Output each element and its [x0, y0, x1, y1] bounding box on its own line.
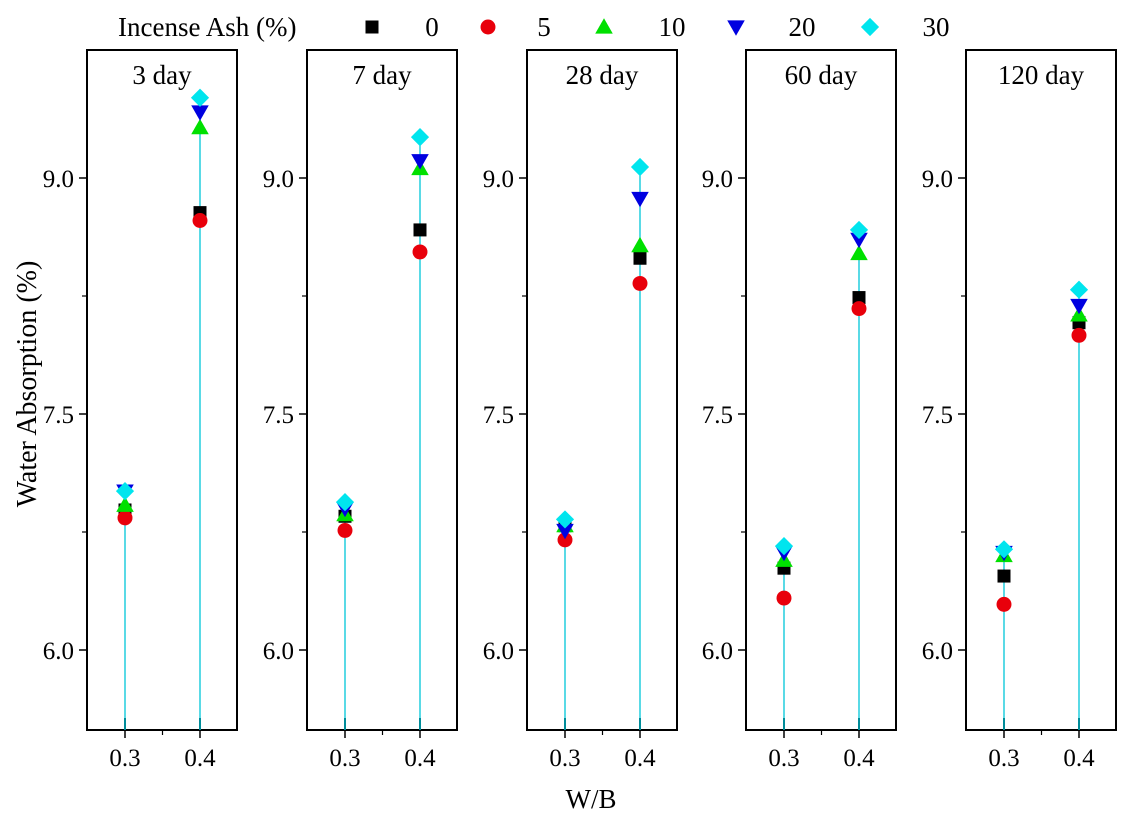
data-point-20	[411, 154, 429, 170]
data-point-30	[190, 88, 210, 107]
data-point-20	[556, 523, 574, 540]
panel-2: 7 day 6.0 7.5 9.0 0.3 0.4	[263, 49, 458, 772]
x-tick-label: 0.4	[404, 745, 436, 772]
data-point-5	[192, 213, 208, 228]
data-point-20	[191, 105, 209, 121]
y-tick-label: 9.0	[263, 166, 294, 193]
data-point-5	[1071, 327, 1087, 343]
panel-3: 28 day 6.0 7.5 9.0 0.3 0.4	[483, 49, 678, 772]
panel-title: 7 day	[352, 60, 412, 90]
y-tick-label: 7.5	[43, 402, 74, 429]
panel-frame	[86, 49, 238, 731]
legend-item-10: 10	[595, 12, 686, 42]
legend-item-5: 5	[480, 12, 551, 42]
data-point-10	[116, 496, 134, 512]
y-tick-label: 9.0	[922, 166, 953, 193]
panel-frame	[526, 49, 678, 731]
y-tick-label: 7.5	[922, 402, 953, 429]
data-point-5	[557, 532, 573, 548]
data-point-5	[996, 596, 1012, 612]
y-tick-label: 6.0	[922, 638, 953, 665]
panel-title: 120 day	[998, 60, 1085, 90]
data-point-30	[410, 127, 430, 147]
x-tick-label: 0.3	[988, 745, 1019, 772]
data-point-5	[851, 301, 867, 317]
data-point-20	[850, 232, 868, 249]
y-tick-label: 7.5	[483, 402, 514, 429]
legend-title: Incense Ash (%)	[118, 12, 296, 42]
data-point-30	[335, 493, 355, 512]
data-point-20	[1070, 298, 1088, 315]
data-point-0	[413, 223, 427, 237]
panels: 3 day 6.0 7.5 9.0 0.3 0.4 7 day 6.0 7.5 9.0 0.3 0.4…	[43, 49, 1117, 772]
x-tick-label: 0.3	[109, 745, 140, 772]
data-point-30	[630, 157, 650, 177]
data-point-5	[337, 522, 353, 538]
legend: Incense Ash (%) 0 5 10 20 30	[118, 12, 950, 42]
y-tick-label: 6.0	[483, 638, 514, 665]
data-point-0	[633, 251, 647, 265]
legend-item-30: 30	[860, 12, 950, 42]
y-tick-label: 7.5	[263, 402, 294, 429]
legend-label-10: 10	[659, 12, 686, 42]
data-point-5	[776, 590, 792, 606]
x-tick-label: 0.3	[549, 745, 580, 772]
legend-marker-10	[595, 18, 613, 34]
legend-label-30: 30	[923, 12, 950, 42]
data-point-30	[774, 537, 794, 556]
y-tick-label: 9.0	[483, 166, 514, 193]
data-point-30	[115, 481, 135, 501]
panel-title: 28 day	[566, 60, 639, 90]
legend-marker-20	[727, 20, 745, 36]
panel-frame	[965, 49, 1117, 731]
data-point-0	[852, 291, 866, 305]
panel-5: 120 day 6.0 7.5 9.0 0.3 0.4	[922, 49, 1117, 772]
panel-1: 3 day 6.0 7.5 9.0 0.3 0.4	[43, 49, 238, 772]
panel-title: 3 day	[132, 60, 192, 90]
x-tick-label: 0.4	[843, 745, 875, 772]
data-point-5	[412, 244, 428, 260]
data-point-10	[850, 244, 868, 261]
legend-marker-30	[860, 17, 880, 37]
panel-frame	[306, 49, 458, 731]
legend-item-20: 20	[727, 12, 816, 42]
legend-marker-0	[365, 20, 379, 34]
x-axis-label: W/B	[566, 784, 617, 814]
y-tick-label: 9.0	[43, 166, 74, 193]
y-tick-label: 6.0	[263, 638, 294, 665]
x-tick-label: 0.3	[329, 745, 360, 772]
x-tick-label: 0.4	[624, 745, 656, 772]
x-tick-label: 0.3	[768, 745, 799, 772]
panel-frame	[745, 49, 897, 731]
panel-title: 60 day	[785, 60, 858, 90]
data-point-5	[632, 275, 648, 291]
data-point-30	[994, 540, 1014, 559]
x-tick-label: 0.4	[1063, 745, 1095, 772]
y-tick-label: 9.0	[702, 166, 733, 193]
data-point-0	[997, 569, 1011, 583]
panel-4: 60 day 6.0 7.5 9.0 0.3 0.4	[702, 49, 897, 772]
data-point-20	[631, 191, 649, 208]
legend-marker-5	[480, 19, 496, 35]
legend-label-20: 20	[789, 12, 816, 42]
data-point-30	[1069, 280, 1089, 299]
x-tick-label: 0.4	[184, 745, 216, 772]
y-tick-label: 6.0	[43, 638, 74, 665]
legend-item-0: 0	[365, 12, 439, 42]
legend-label-0: 0	[425, 12, 439, 42]
data-point-10	[191, 118, 209, 135]
data-point-30	[555, 510, 575, 529]
legend-label-5: 5	[537, 12, 551, 42]
data-point-10	[631, 236, 649, 253]
data-point-5	[117, 510, 133, 526]
y-tick-label: 7.5	[702, 402, 733, 429]
data-point-30	[849, 220, 869, 240]
y-axis-label: Water Absorption (%)	[12, 261, 43, 508]
y-tick-label: 6.0	[702, 638, 733, 665]
